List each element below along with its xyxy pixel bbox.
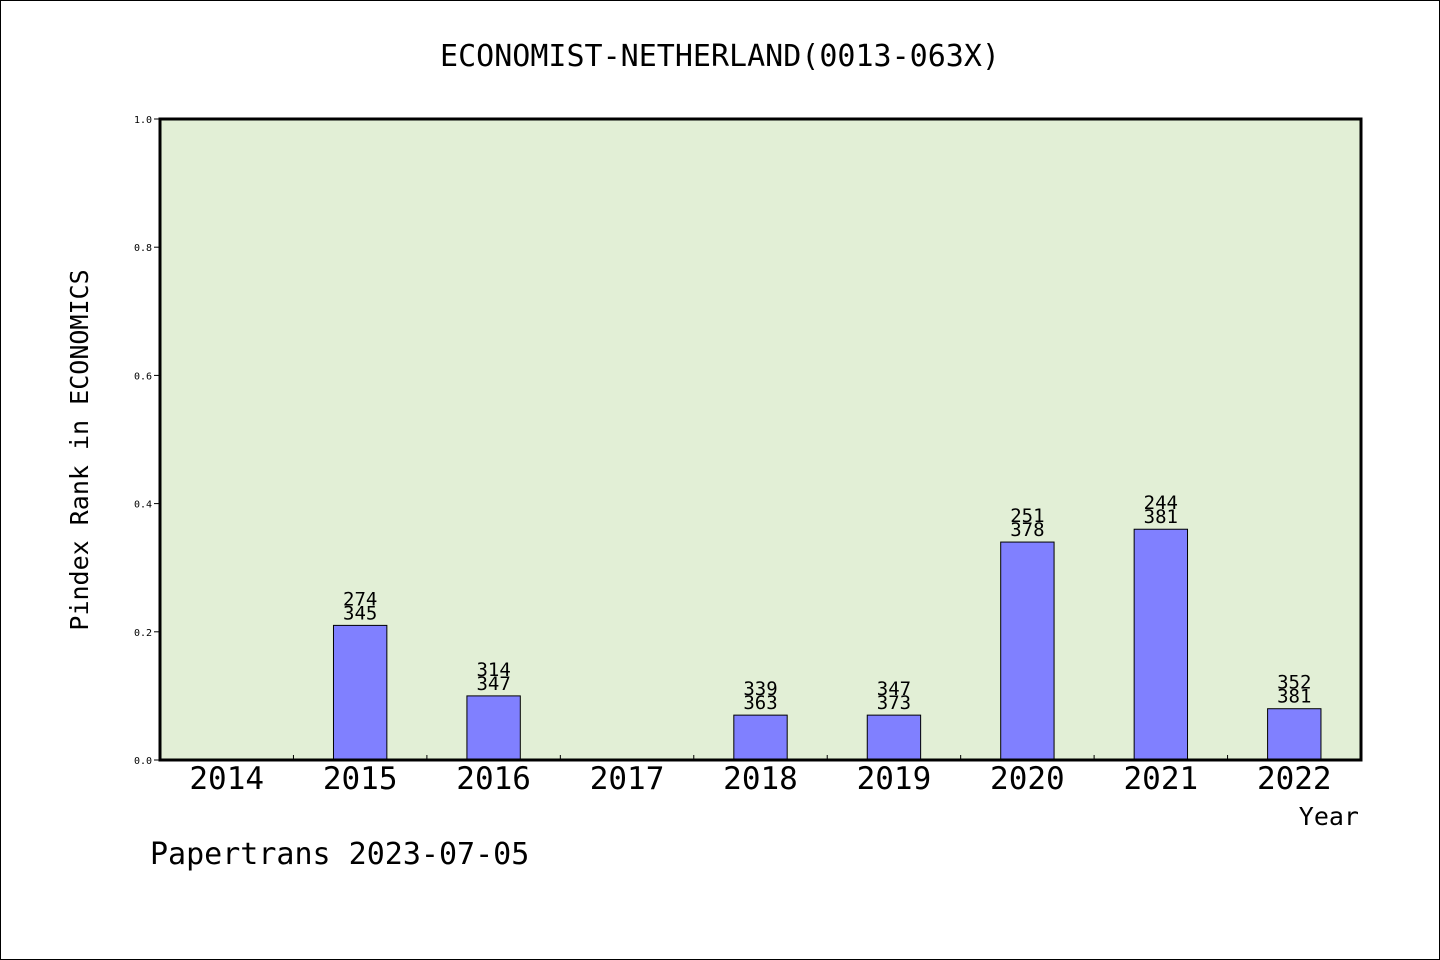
bar-label-bottom: 363: [743, 692, 777, 714]
y-tick-label: 0.4: [134, 500, 152, 511]
y-tick-label: 0.8: [134, 243, 152, 254]
x-tick-label: 2018: [723, 761, 798, 797]
x-axis-label: Year: [1299, 802, 1359, 831]
x-tick-label: 2022: [1257, 761, 1332, 797]
bar: [1000, 541, 1055, 761]
footer-text: Papertrans 2023-07-05: [150, 837, 529, 872]
y-tick-label: 0.0: [134, 756, 152, 767]
y-tick-label: 1.0: [134, 115, 152, 126]
x-axis: 2014 2015 2016 2017 2018 2019 2020 2021 2022: [189, 755, 1332, 797]
bar: [466, 695, 521, 761]
bar-label-bottom: 373: [877, 692, 911, 714]
bar-label-top: 314: [476, 659, 510, 681]
bar-label-bottom: 381: [1144, 506, 1178, 528]
y-axis: 0.0 0.2 0.4 0.6 0.8 1.0: [134, 115, 160, 767]
x-tick-label: 2019: [857, 761, 932, 797]
y-axis-label: Pindex Rank in ECONOMICS: [65, 269, 94, 630]
x-tick-label: 2014: [189, 761, 264, 797]
bar-label-top: 339: [743, 678, 777, 700]
bar: [332, 624, 388, 761]
y-tick-label: 0.2: [134, 628, 152, 639]
bar: [866, 714, 922, 761]
x-tick-label: 2016: [456, 761, 531, 797]
plot-border: [158, 117, 1363, 762]
bar-label-bottom: 378: [1010, 519, 1044, 541]
x-tick-label: 2015: [323, 761, 398, 797]
bar-label-bottom: 381: [1277, 686, 1311, 708]
x-tick-label: 2020: [990, 761, 1065, 797]
bar: [1133, 528, 1189, 761]
bar-label-top: 352: [1277, 672, 1311, 694]
bar-label-top: 274: [343, 588, 377, 610]
y-tick-label: 0.6: [134, 371, 152, 382]
bar: [1267, 708, 1322, 761]
chart-title: ECONOMIST-NETHERLAND(0013-063X): [440, 39, 1000, 74]
bar-label-top: 244: [1144, 492, 1178, 514]
bar-label-bottom: 347: [476, 673, 510, 695]
bar-label-top: 347: [877, 678, 911, 700]
bar-label-bottom: 345: [343, 602, 377, 624]
bar: [733, 714, 788, 761]
x-tick-label: 2017: [590, 761, 665, 797]
bar-label-top: 251: [1010, 505, 1044, 527]
x-tick-label: 2021: [1124, 761, 1199, 797]
